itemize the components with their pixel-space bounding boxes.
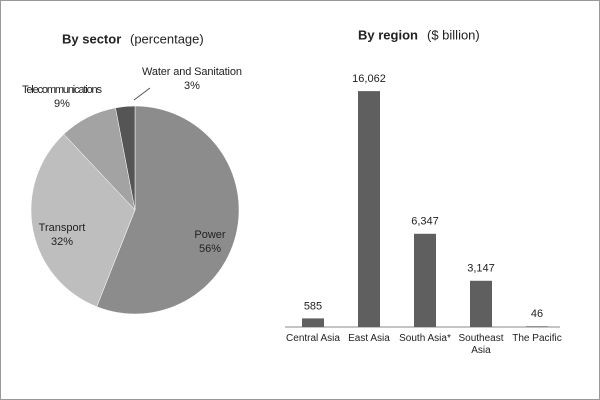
slice-value-label: 9%	[54, 98, 70, 110]
x-tick-label: East Asia	[348, 333, 390, 344]
slice-label: Water and Sanitation	[142, 66, 242, 78]
bar	[302, 318, 324, 327]
pie-title: By sector	[62, 31, 121, 46]
category-label-box: Central Asia	[286, 333, 340, 344]
bar	[470, 280, 492, 327]
category-label-box: The Pacific	[512, 333, 562, 344]
bar-title: By region	[358, 27, 418, 42]
category-label-box: Southeast Asia	[458, 333, 504, 356]
bar	[414, 233, 436, 327]
slice-value-label: 32%	[51, 236, 73, 248]
bar	[526, 326, 548, 327]
x-tick-label: Southeast Asia	[458, 333, 504, 356]
slice-label: Telecommunications	[22, 84, 103, 96]
bar	[358, 91, 380, 327]
slice-value-label: 56%	[199, 243, 221, 255]
bar-value-label: 3,147	[467, 263, 495, 275]
bar-subtitle: ($ billion)	[427, 27, 480, 42]
pie-slice	[96, 105, 240, 315]
slice-value-label: 3%	[184, 80, 200, 92]
bar-value-label: 46	[531, 308, 543, 320]
leader-line	[133, 87, 151, 101]
slice-label: Transport	[39, 222, 86, 234]
x-tick-label: Central Asia	[286, 333, 340, 344]
x-tick-label: The Pacific	[512, 333, 562, 344]
pie-slice	[30, 133, 136, 308]
category-label-box: South Asia*	[399, 333, 451, 344]
x-tick-label: South Asia*	[399, 333, 451, 344]
bar-value-label: 585	[304, 300, 322, 312]
bar-value-label: 6,347	[411, 216, 439, 228]
bar-value-label: 16,062	[352, 73, 386, 85]
slice-label: Power	[194, 229, 226, 241]
pie-slice	[115, 105, 136, 211]
category-label-box: East Asia	[348, 333, 390, 344]
pie-subtitle: (percentage)	[130, 31, 204, 46]
